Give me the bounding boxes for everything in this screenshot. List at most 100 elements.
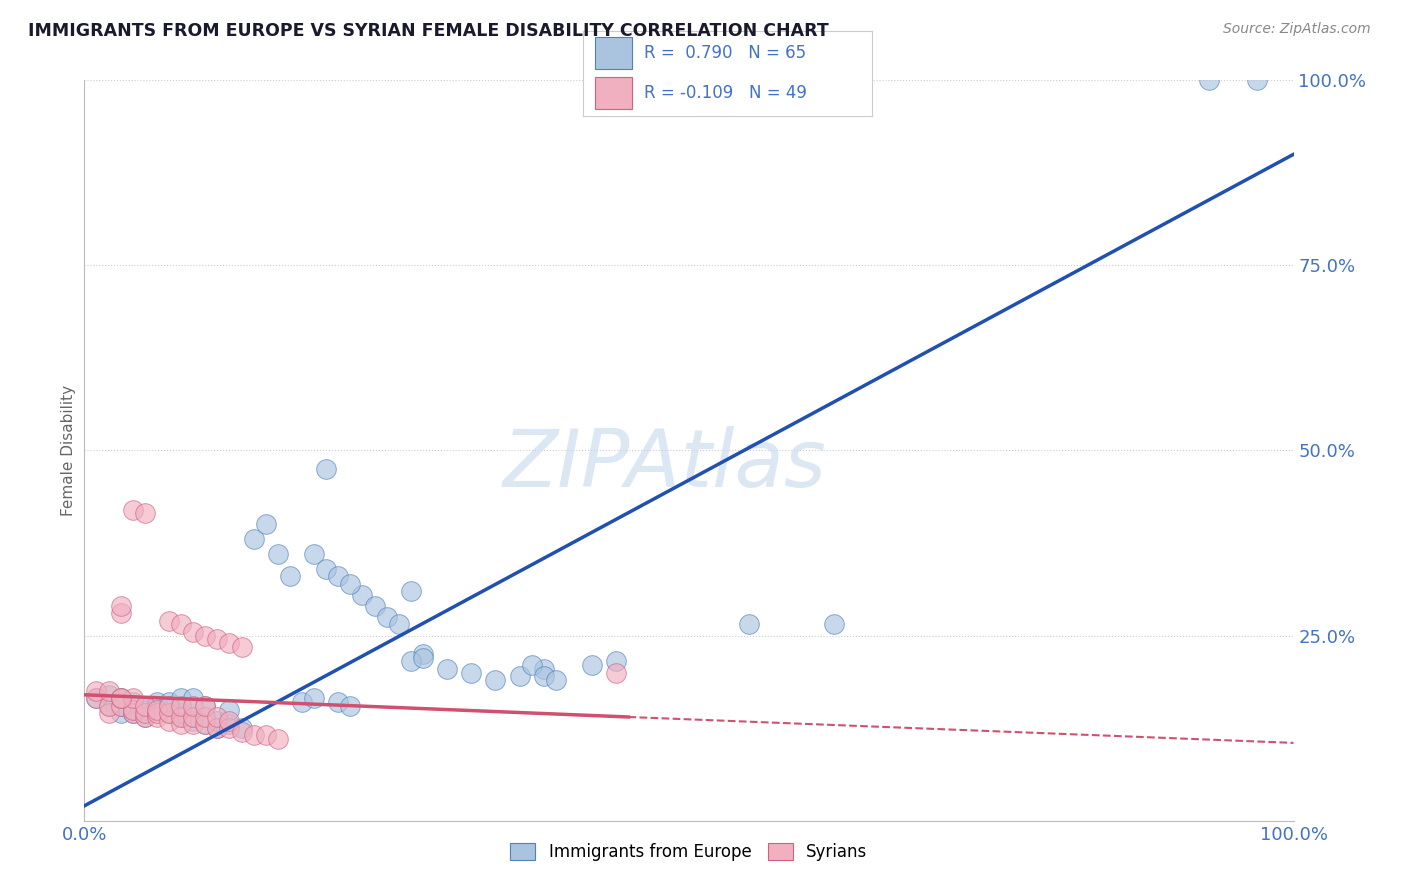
Point (146, 703, 169, 717)
Point (157, 698, 180, 713)
Point (484, 673, 506, 687)
Point (86, 684, 108, 698)
Point (134, 698, 156, 713)
Point (97, 698, 120, 713)
Point (339, 698, 361, 713)
Point (302, 691, 325, 706)
Point (207, 721, 229, 735)
Point (134, 710, 156, 724)
Point (134, 706, 156, 721)
Point (218, 717, 240, 731)
Point (328, 569, 350, 583)
Point (157, 698, 180, 713)
Point (278, 569, 301, 583)
Point (181, 698, 204, 713)
FancyBboxPatch shape (595, 77, 633, 109)
Point (218, 703, 240, 717)
Point (170, 706, 193, 721)
Point (339, 576, 361, 591)
Point (134, 703, 156, 717)
Point (302, 547, 325, 561)
Point (110, 599, 132, 613)
Point (181, 710, 204, 724)
Point (121, 706, 143, 721)
Point (436, 662, 458, 676)
Point (544, 673, 567, 687)
Point (231, 724, 253, 739)
Point (86, 691, 108, 706)
Point (146, 698, 169, 713)
Point (399, 584, 422, 599)
Point (121, 691, 143, 706)
Point (352, 588, 374, 602)
Point (207, 721, 229, 735)
Point (170, 717, 193, 731)
Point (110, 706, 132, 721)
Point (194, 710, 217, 724)
Point (121, 703, 143, 717)
Point (363, 599, 385, 613)
Point (170, 698, 193, 713)
Point (134, 710, 156, 724)
Point (509, 669, 531, 683)
Point (605, 655, 627, 669)
Point (110, 691, 132, 706)
Point (218, 721, 240, 735)
Point (121, 695, 143, 709)
Point (194, 717, 217, 731)
Point (134, 698, 156, 713)
Point (581, 658, 603, 673)
Point (181, 717, 204, 731)
Point (157, 614, 180, 628)
Point (157, 706, 180, 721)
Point (157, 706, 180, 721)
Text: R =  0.790   N = 65: R = 0.790 N = 65 (644, 45, 806, 62)
Point (110, 698, 132, 713)
Point (388, 617, 411, 632)
Point (328, 695, 350, 709)
Point (738, 617, 761, 632)
Point (231, 640, 253, 654)
Point (170, 710, 193, 724)
Point (170, 617, 193, 632)
Point (1198, 73, 1220, 87)
Point (170, 691, 193, 706)
Point (110, 691, 132, 706)
Point (97, 698, 120, 713)
Point (267, 732, 290, 747)
Point (181, 624, 204, 639)
Point (170, 710, 193, 724)
Point (146, 695, 169, 709)
Point (460, 665, 482, 680)
FancyBboxPatch shape (595, 37, 633, 70)
Point (399, 655, 422, 669)
Point (533, 669, 555, 683)
Point (181, 710, 204, 724)
Point (146, 710, 169, 724)
Point (823, 617, 845, 632)
Point (254, 729, 277, 743)
Text: Source: ZipAtlas.com: Source: ZipAtlas.com (1223, 22, 1371, 37)
Point (181, 691, 204, 706)
Point (605, 665, 627, 680)
Text: ZIPAtlas: ZIPAtlas (503, 426, 827, 504)
Point (194, 698, 217, 713)
Point (412, 647, 434, 661)
Point (267, 547, 290, 561)
Point (218, 714, 240, 728)
Point (375, 610, 398, 624)
Point (181, 714, 204, 728)
Point (520, 658, 543, 673)
Point (1246, 73, 1268, 87)
Point (194, 698, 217, 713)
Point (194, 628, 217, 642)
Point (97, 684, 120, 698)
Point (86, 691, 108, 706)
Point (254, 517, 277, 532)
Point (121, 706, 143, 721)
Point (207, 710, 229, 724)
Point (207, 632, 229, 647)
Point (110, 698, 132, 713)
Point (121, 502, 143, 516)
Point (194, 717, 217, 731)
